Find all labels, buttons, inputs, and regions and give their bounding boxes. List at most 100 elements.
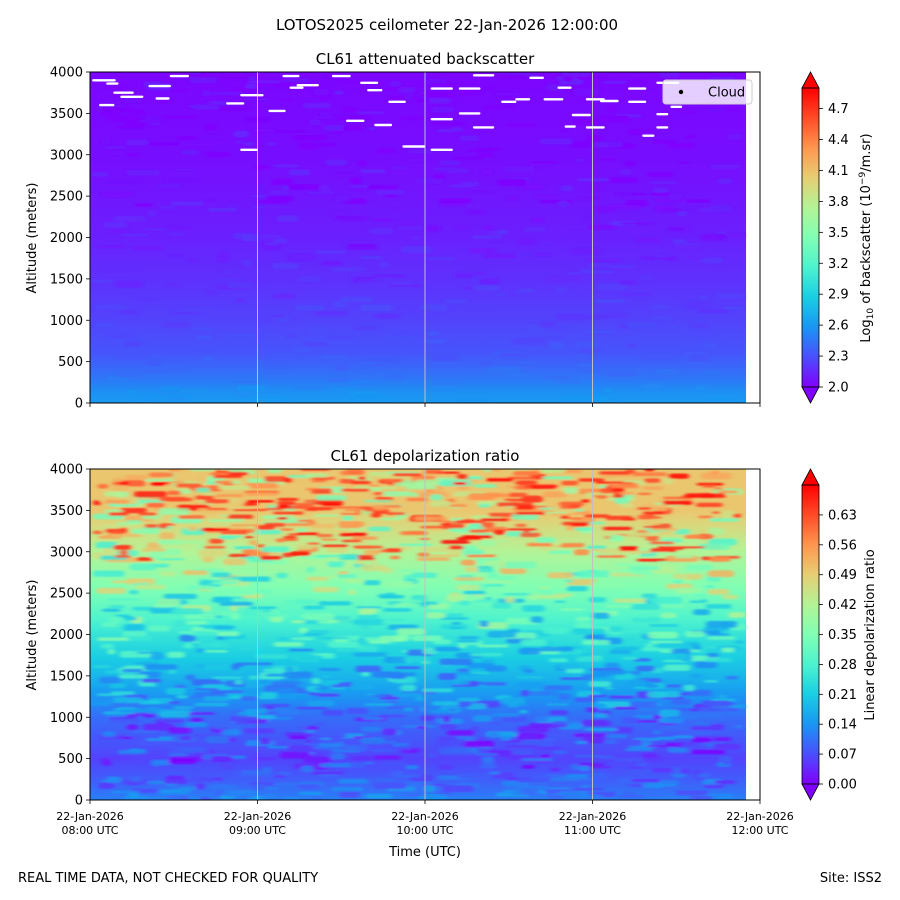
colorbar-tick-label: 4.7 xyxy=(828,102,849,117)
depolarization-colorbar-fill xyxy=(802,485,819,784)
colorbar-tick-label: 3.8 xyxy=(828,195,849,210)
colorbar-tick-label: 4.1 xyxy=(828,164,849,179)
depolarization-colorbar-ticks: 0.00 0.07 0.14 0.21 0.28 0.35 0.42 0.49 0.56 0.63 xyxy=(819,508,857,793)
y-tick-label: 500 xyxy=(58,355,83,370)
cloud-marker xyxy=(113,91,134,94)
y-tick-label: 500 xyxy=(58,752,83,767)
y-tick-label: 2000 xyxy=(50,231,83,246)
cloud-marker xyxy=(92,79,116,82)
backscatter-colorbar-ticks: 2.0 2.3 2.6 2.9 3.2 3.5 3.8 4.1 4.4 4.7 xyxy=(819,102,849,396)
x-tick-label: 22-Jan-2026 12:00 UTC xyxy=(726,810,794,837)
colorbar-tick-label: 0.63 xyxy=(828,508,857,523)
cloud-marker xyxy=(529,76,544,79)
y-tick-label: 2000 xyxy=(50,628,83,643)
cloud-marker xyxy=(599,99,619,103)
depolarization-texture xyxy=(90,469,746,800)
cloud-marker xyxy=(402,145,426,148)
legend: Cloud xyxy=(662,79,753,105)
backscatter-colorbar-fill xyxy=(802,88,819,387)
cloud-marker xyxy=(571,113,591,117)
cloud-marker xyxy=(388,100,406,103)
depolarization-x-ticks: 22-Jan-2026 08:00 UTC 22-Jan-2026 09:00 UTC… xyxy=(56,800,794,837)
y-tick-label: 4000 xyxy=(50,463,83,478)
y-tick-label: 0 xyxy=(75,397,83,412)
cloud-marker xyxy=(99,103,115,107)
backscatter-colorbar: 2.0 2.3 2.6 2.9 3.2 3.5 3.8 4.1 4.4 4.7 Log10 of … xyxy=(801,71,876,404)
cloud-marker xyxy=(148,84,171,88)
backscatter-x-ticks xyxy=(89,403,761,407)
y-tick-label: 3500 xyxy=(50,504,83,519)
backscatter-colorbar-extend-max xyxy=(801,71,820,89)
cloud-marker xyxy=(289,86,304,89)
y-tick-label: 3000 xyxy=(50,148,83,163)
y-tick-label: 0 xyxy=(75,794,83,809)
legend-box xyxy=(662,79,753,105)
backscatter-y-ticks: 0 500 1000 1500 2000 2500 3000 3500 4000 xyxy=(50,66,90,412)
legend-cloud-label: Cloud xyxy=(708,86,745,101)
figure-title: LOTOS2025 ceilometer 22-Jan-2026 12:00:0… xyxy=(276,16,618,34)
cloud-marker xyxy=(430,87,453,90)
depolarization-colorbar-extend-min xyxy=(801,783,820,801)
x-tick-label: 22-Jan-2026 10:00 UTC xyxy=(391,810,459,837)
x-tick-label: 22-Jan-2026 11:00 UTC xyxy=(559,810,627,837)
backscatter-colorbar-extend-min xyxy=(801,386,820,404)
cloud-marker xyxy=(120,95,144,98)
cloud-marker xyxy=(374,123,393,127)
colorbar-tick-label: 0.07 xyxy=(828,748,857,763)
cloud-marker xyxy=(642,134,655,137)
colorbar-tick-label: 2.6 xyxy=(828,319,849,334)
colorbar-tick-label: 2.3 xyxy=(828,350,849,365)
y-tick-label: 3500 xyxy=(50,107,83,122)
cloud-marker xyxy=(360,81,379,84)
colorbar-tick-label: 3.5 xyxy=(828,226,849,241)
backscatter-title: CL61 attenuated backscatter xyxy=(316,50,535,68)
cloud-marker xyxy=(296,84,319,87)
colorbar-tick-label: 3.2 xyxy=(828,257,849,272)
cloud-marker xyxy=(472,126,495,129)
x-tick-label: 22-Jan-2026 08:00 UTC xyxy=(56,810,124,837)
cloud-marker xyxy=(367,89,383,92)
colorbar-tick-label: 0.42 xyxy=(828,598,857,613)
cloud-marker xyxy=(656,126,669,129)
footer-site-label: Site: ISS2 xyxy=(820,871,882,886)
cloud-marker xyxy=(656,113,669,116)
y-tick-label: 4000 xyxy=(50,66,83,81)
cloud-marker xyxy=(155,97,170,100)
x-axis-label: Time (UTC) xyxy=(388,845,461,860)
footer-quality-note: REAL TIME DATA, NOT CHECKED FOR QUALITY xyxy=(18,871,318,886)
cloud-marker xyxy=(346,119,365,122)
cloud-marker xyxy=(240,94,264,97)
colorbar-tick-label: 0.35 xyxy=(828,628,857,643)
cloud-marker xyxy=(628,100,647,103)
cloud-marker xyxy=(515,98,531,101)
cloud-marker xyxy=(628,87,647,90)
cloud-marker xyxy=(501,100,517,103)
backscatter-texture xyxy=(91,72,745,403)
depolarization-title: CL61 depolarization ratio xyxy=(331,447,520,465)
colorbar-tick-label: 0.14 xyxy=(828,718,857,733)
backscatter-y-axis-label: Altitude (meters) xyxy=(25,183,40,294)
colorbar-tick-label: 0.56 xyxy=(828,538,857,553)
legend-cloud-marker xyxy=(678,89,684,95)
cloud-marker xyxy=(472,74,495,77)
cloud-marker xyxy=(458,112,481,115)
cloud-marker xyxy=(282,74,300,78)
x-tick-label: 22-Jan-2026 09:00 UTC xyxy=(224,810,292,837)
cloud-marker xyxy=(331,74,351,78)
y-tick-label: 2500 xyxy=(50,190,83,205)
colorbar-tick-label: 0.00 xyxy=(828,778,857,793)
cloud-marker xyxy=(670,105,683,108)
cloud-marker xyxy=(268,109,286,113)
backscatter-panel: CL61 attenuated backscatter 0 500 1000 1500… xyxy=(25,50,876,412)
colorbar-tick-label: 0.49 xyxy=(828,568,857,583)
cloud-marker xyxy=(106,82,119,85)
y-tick-label: 1000 xyxy=(50,711,83,726)
y-tick-label: 1000 xyxy=(50,314,83,329)
y-tick-label: 1500 xyxy=(50,669,83,684)
cloud-marker xyxy=(430,148,453,151)
depolarization-colorbar-label: Linear depolarization ratio xyxy=(863,549,878,720)
cloud-marker xyxy=(585,98,605,101)
y-tick-label: 2500 xyxy=(50,587,83,602)
colorbar-tick-label: 0.21 xyxy=(828,688,857,703)
